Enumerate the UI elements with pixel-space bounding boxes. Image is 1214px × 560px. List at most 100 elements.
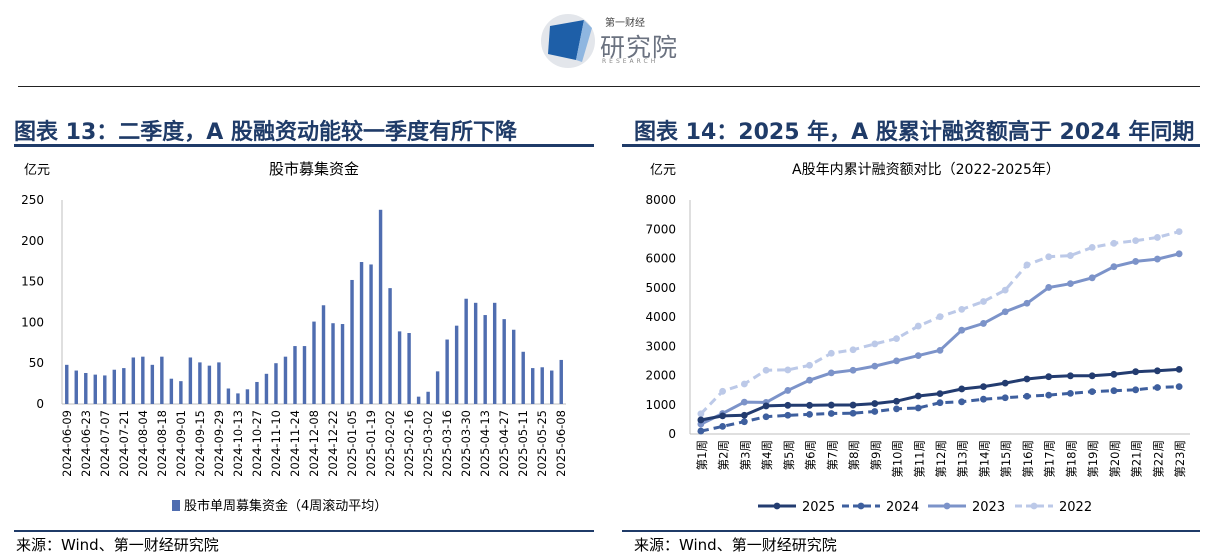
x-tick-label: 第20周	[1108, 440, 1122, 478]
data-point-2023	[1045, 284, 1053, 291]
data-point-2022	[936, 313, 944, 321]
x-tick-label: 第10周	[891, 440, 905, 478]
data-point-2023	[827, 369, 835, 377]
bar	[435, 371, 440, 404]
bar	[559, 359, 563, 404]
data-point-2023	[914, 352, 922, 360]
data-point-2022	[697, 410, 705, 418]
bar	[141, 356, 145, 404]
data-point-2024	[936, 399, 944, 407]
x-tick-label: 2024-06-09	[60, 410, 74, 477]
data-point-2024	[1132, 386, 1140, 394]
legend-marker-2025	[773, 502, 781, 510]
data-point-2024	[1023, 392, 1031, 400]
y-tick-label: 200	[21, 234, 44, 248]
data-point-2025	[1045, 373, 1053, 381]
data-point-2025	[806, 401, 813, 409]
data-point-2025	[784, 401, 792, 409]
x-tick-label: 第3周	[738, 440, 752, 470]
bar	[160, 356, 164, 404]
logo-sub-text: RESEARCH	[602, 58, 659, 65]
data-point-2025	[740, 411, 748, 419]
bar	[150, 364, 155, 404]
data-point-2025	[1088, 372, 1096, 380]
right-source-note: 来源：Wind、第一财经研究院	[634, 536, 837, 554]
data-point-2023	[806, 376, 813, 384]
chart-title: 股市募集资金	[269, 160, 359, 178]
bar	[122, 368, 126, 404]
x-tick-label: 第1周	[695, 440, 709, 470]
x-tick-label: 2024-07-07	[98, 410, 112, 477]
bar	[388, 288, 392, 404]
legend-label: 2024	[886, 500, 919, 515]
y-axis-unit-label: 亿元	[24, 163, 50, 178]
x-tick-label: 2024-06-23	[79, 410, 93, 477]
x-tick-label: 2024-11-10	[269, 410, 283, 477]
legend-label: 2022	[1059, 500, 1092, 515]
data-point-2024	[871, 408, 879, 415]
x-tick-label: 第7周	[825, 440, 839, 470]
data-point-2023	[1110, 263, 1118, 271]
bar	[550, 370, 554, 404]
x-tick-label: 2024-08-18	[155, 410, 169, 477]
x-tick-label: 第11周	[912, 440, 926, 478]
bar	[521, 351, 525, 404]
data-point-2024	[697, 427, 705, 435]
data-point-2024	[1001, 394, 1009, 402]
legend-swatch	[172, 500, 180, 511]
y-tick-label: 2000	[645, 369, 676, 383]
legend-marker-2022	[1030, 502, 1038, 510]
bar	[84, 372, 88, 404]
y-tick-label: 50	[29, 356, 44, 370]
data-point-2025	[762, 402, 770, 410]
x-tick-label: 2024-09-15	[193, 410, 207, 477]
x-tick-label: 第21周	[1130, 440, 1144, 478]
x-tick-label: 第6周	[804, 440, 818, 470]
data-point-2024	[784, 411, 792, 419]
data-point-2022	[719, 387, 727, 395]
legend-label: 2025	[802, 500, 835, 515]
x-tick-label: 第13周	[956, 440, 970, 478]
x-tick-label: 第4周	[760, 440, 774, 470]
bar	[302, 346, 307, 404]
x-tick-label: 2024-12-08	[307, 410, 321, 477]
bar	[103, 375, 107, 404]
data-point-2022	[1175, 228, 1183, 235]
data-point-2024	[1110, 387, 1118, 395]
x-tick-label: 第12周	[934, 440, 948, 478]
bar	[445, 339, 449, 404]
logo-emblem-icon	[541, 14, 595, 68]
y-tick-label: 0	[668, 427, 676, 441]
right-line-chart: 亿元 A股年内累计融资额对比（2022-2025年） 0 1000 2000 3000 40…	[645, 162, 1190, 515]
y-tick-label: 5000	[645, 281, 676, 295]
data-point-2025	[849, 401, 857, 409]
bar	[264, 373, 269, 404]
series-line-2023	[700, 252, 1180, 426]
bar	[540, 367, 544, 404]
data-point-2022	[980, 298, 987, 305]
legend-label: 2023	[972, 500, 1005, 515]
x-tick-label: 第9周	[869, 440, 883, 470]
data-point-2022	[1067, 252, 1074, 259]
y-tick-label: 1000	[645, 398, 676, 412]
bar	[198, 362, 202, 404]
x-tick-label: 2024-07-21	[117, 410, 131, 477]
bar	[454, 325, 459, 404]
data-point-2023	[958, 326, 966, 334]
data-point-2022	[1045, 253, 1053, 261]
bar	[274, 363, 278, 404]
bar	[169, 378, 174, 404]
x-tick-label: 2025-04-13	[478, 410, 492, 477]
data-point-2022	[762, 366, 770, 374]
x-tick-label: 2025-05-25	[535, 410, 549, 477]
x-tick-label: 第16周	[1021, 440, 1035, 478]
data-point-2023	[784, 387, 792, 394]
data-point-2023	[936, 346, 944, 354]
x-tick-label: 2025-02-16	[402, 410, 416, 477]
bar	[293, 346, 297, 404]
data-point-2022	[1110, 239, 1118, 247]
data-point-2023	[893, 357, 900, 365]
x-tick-label: 第5周	[782, 440, 796, 470]
data-point-2022	[958, 305, 966, 313]
bar	[502, 319, 506, 404]
